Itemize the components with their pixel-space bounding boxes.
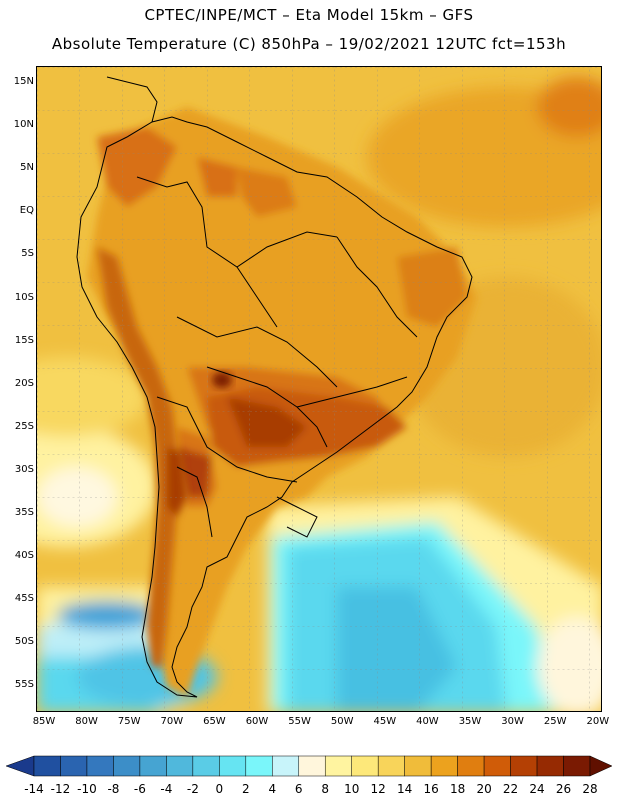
colorbar-box	[483, 755, 511, 777]
lat-label-30s: 30S	[14, 463, 34, 475]
colorbar-label: 8	[321, 782, 330, 796]
colorbar	[5, 755, 613, 777]
colorbar-min-arrow	[5, 755, 35, 777]
colorbar-box	[166, 755, 194, 777]
lon-label-70w: 70W	[160, 716, 184, 727]
colorbar-label: 10	[344, 782, 360, 796]
lon-label-40w: 40W	[416, 716, 439, 727]
lat-label-55s: 55S	[14, 679, 34, 691]
lon-label-45w: 45W	[373, 716, 397, 727]
lat-label-50s: 50S	[14, 636, 34, 648]
lat-label-35s: 35S	[14, 507, 34, 518]
lat-label-5n: 5N	[20, 162, 34, 174]
colorbar-box	[219, 755, 247, 777]
lon-label-20w: 20W	[586, 716, 610, 727]
lon-label-30w: 30W	[501, 716, 524, 727]
lat-label-20s: 20S	[14, 377, 34, 389]
colorbar-box	[245, 755, 273, 777]
temperature-map	[36, 66, 602, 712]
lat-label-40s: 40S	[14, 550, 34, 562]
lon-label-25w: 25W	[543, 716, 567, 727]
lon-label-60w: 60W	[245, 716, 269, 727]
lat-label-10s: 10S	[14, 291, 34, 303]
temperature-field	[37, 67, 601, 711]
colorbar-label: 14	[397, 782, 413, 796]
lon-label-75w: 75W	[117, 716, 141, 727]
lat-label-45s: 45S	[14, 593, 34, 605]
lon-label-85w: 85W	[32, 716, 56, 727]
colorbar-box	[60, 755, 88, 777]
colorbar-label: 0	[215, 782, 224, 796]
colorbar-label: -12	[50, 782, 71, 796]
colorbar-label: 26	[555, 782, 572, 796]
lon-label-65w: 65W	[203, 716, 226, 727]
colorbar-label: 18	[449, 782, 466, 796]
colorbar-max-arrow	[589, 755, 613, 777]
lat-label-10n: 10N	[13, 119, 34, 131]
lon-label-50w: 50W	[330, 716, 354, 727]
colorbar-label: 20	[476, 782, 492, 796]
colorbar-label: 16	[423, 782, 439, 796]
colorbar-box	[298, 755, 326, 777]
colorbar-box	[404, 755, 432, 777]
colorbar-label: -6	[133, 782, 146, 796]
colorbar-label: 24	[529, 782, 545, 796]
colorbar-label: -4	[160, 782, 173, 796]
colorbar-label: 28	[582, 782, 598, 796]
map-title-line-2: Absolute Temperature (C) 850hPa – 19/02/…	[51, 35, 567, 53]
lat-label-15s: 15S	[14, 334, 34, 346]
colorbar-label: -10	[77, 782, 97, 796]
colorbar-box	[457, 755, 485, 777]
lon-label-80w: 80W	[75, 716, 98, 727]
lon-label-55w: 55W	[288, 716, 311, 727]
colorbar-box	[324, 755, 352, 777]
map-title-line-1: CPTEC/INPE/MCT – Eta Model 15km – GFS	[144, 6, 474, 24]
lat-label-15n: 15N	[13, 76, 34, 87]
colorbar-box	[86, 755, 114, 777]
colorbar-label: -14	[24, 782, 44, 796]
lon-label-35w: 35W	[458, 716, 482, 727]
lat-label-5s: 5S	[21, 248, 34, 260]
colorbar-label: 22	[502, 782, 519, 796]
colorbar-box	[33, 755, 61, 777]
colorbar-box	[192, 755, 220, 777]
coastlines	[76, 76, 473, 698]
colorbar-box	[563, 755, 591, 777]
lat-lon-grid	[37, 67, 601, 711]
colorbar-label: 6	[294, 782, 303, 796]
lat-label-eq: EQ	[19, 205, 34, 217]
colorbar-box	[510, 755, 538, 777]
colorbar-label: 4	[268, 782, 277, 796]
colorbar-box	[351, 755, 379, 777]
colorbar-box	[272, 755, 300, 777]
colorbar-label: -2	[186, 782, 199, 796]
colorbar-label: 12	[370, 782, 386, 796]
colorbar-box	[536, 755, 564, 777]
colorbar-label: 2	[241, 782, 250, 796]
lat-label-25s: 25S	[14, 420, 34, 432]
colorbar-box	[139, 755, 167, 777]
colorbar-box	[430, 755, 458, 777]
colorbar-label: -8	[107, 782, 120, 796]
colorbar-box	[377, 755, 405, 777]
colorbar-box	[113, 755, 141, 777]
